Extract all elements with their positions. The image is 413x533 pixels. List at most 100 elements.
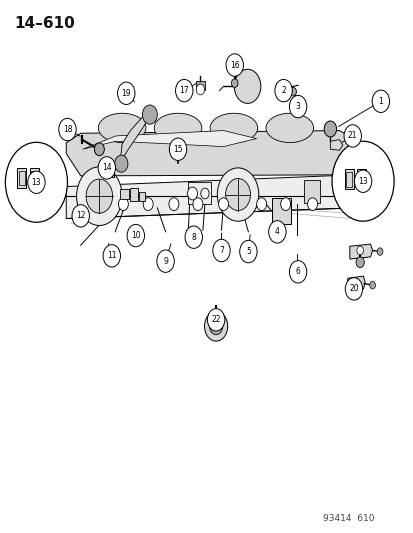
Circle shape bbox=[256, 198, 266, 211]
Bar bbox=[31, 171, 37, 185]
Text: 9: 9 bbox=[163, 257, 168, 265]
Text: 13: 13 bbox=[357, 177, 367, 185]
Circle shape bbox=[239, 240, 256, 263]
Text: 16: 16 bbox=[229, 61, 239, 69]
Bar bbox=[17, 168, 26, 188]
Circle shape bbox=[331, 141, 393, 221]
Text: 14: 14 bbox=[102, 164, 112, 172]
Circle shape bbox=[196, 84, 204, 95]
Circle shape bbox=[72, 205, 89, 227]
Circle shape bbox=[142, 105, 157, 124]
Circle shape bbox=[344, 278, 362, 300]
Bar bbox=[356, 169, 365, 189]
Polygon shape bbox=[330, 140, 342, 150]
Circle shape bbox=[98, 157, 115, 179]
Ellipse shape bbox=[209, 114, 257, 143]
Circle shape bbox=[127, 224, 144, 247]
Circle shape bbox=[209, 318, 222, 335]
Circle shape bbox=[323, 121, 336, 137]
Ellipse shape bbox=[154, 114, 202, 143]
Circle shape bbox=[185, 226, 202, 248]
Polygon shape bbox=[349, 244, 372, 259]
Circle shape bbox=[268, 221, 285, 243]
Polygon shape bbox=[83, 131, 256, 149]
Bar bbox=[30, 168, 38, 188]
Circle shape bbox=[114, 155, 128, 172]
Circle shape bbox=[94, 143, 104, 156]
Circle shape bbox=[355, 257, 363, 268]
Circle shape bbox=[157, 250, 174, 272]
Bar bbox=[345, 172, 351, 187]
Polygon shape bbox=[195, 81, 205, 90]
Bar bbox=[130, 188, 138, 201]
Bar bbox=[344, 169, 353, 189]
Circle shape bbox=[289, 87, 296, 96]
Text: 17: 17 bbox=[179, 86, 189, 95]
Bar bbox=[19, 171, 25, 185]
Circle shape bbox=[369, 281, 375, 289]
Circle shape bbox=[118, 198, 128, 211]
Polygon shape bbox=[347, 276, 364, 290]
Circle shape bbox=[274, 79, 292, 102]
Circle shape bbox=[356, 246, 363, 255]
Text: 20: 20 bbox=[348, 285, 358, 293]
Circle shape bbox=[174, 146, 181, 155]
Polygon shape bbox=[66, 131, 353, 176]
Circle shape bbox=[212, 239, 230, 262]
Text: 3: 3 bbox=[295, 102, 300, 111]
Ellipse shape bbox=[98, 114, 145, 143]
Circle shape bbox=[218, 198, 228, 211]
Text: 10: 10 bbox=[131, 231, 140, 240]
Text: 15: 15 bbox=[173, 145, 183, 154]
Circle shape bbox=[143, 198, 153, 211]
Circle shape bbox=[169, 198, 178, 211]
Circle shape bbox=[307, 198, 317, 211]
Circle shape bbox=[289, 95, 306, 118]
Text: 18: 18 bbox=[63, 125, 72, 134]
Text: 7: 7 bbox=[218, 246, 223, 255]
Circle shape bbox=[103, 245, 120, 267]
Text: 14–610: 14–610 bbox=[14, 16, 75, 31]
Text: 93414  610: 93414 610 bbox=[322, 514, 373, 523]
Circle shape bbox=[354, 170, 371, 192]
Circle shape bbox=[86, 179, 112, 213]
Circle shape bbox=[169, 138, 186, 160]
Ellipse shape bbox=[265, 114, 313, 143]
Text: 4: 4 bbox=[274, 228, 279, 236]
Polygon shape bbox=[66, 175, 353, 219]
Circle shape bbox=[289, 261, 306, 283]
Bar bbox=[138, 192, 145, 201]
Circle shape bbox=[231, 79, 237, 87]
Circle shape bbox=[217, 168, 258, 221]
Circle shape bbox=[204, 311, 227, 341]
Circle shape bbox=[280, 198, 290, 211]
Circle shape bbox=[117, 82, 135, 104]
Circle shape bbox=[351, 289, 359, 300]
Text: 13: 13 bbox=[31, 178, 41, 187]
Circle shape bbox=[225, 54, 243, 76]
Bar bbox=[102, 166, 114, 177]
Bar bbox=[304, 180, 319, 203]
Text: 2: 2 bbox=[280, 86, 285, 95]
Text: 8: 8 bbox=[191, 233, 196, 241]
Text: 5: 5 bbox=[245, 247, 250, 256]
Circle shape bbox=[175, 79, 192, 102]
Bar bbox=[272, 198, 290, 224]
Circle shape bbox=[207, 309, 224, 331]
Text: 6: 6 bbox=[295, 268, 300, 276]
Circle shape bbox=[28, 171, 45, 193]
Circle shape bbox=[187, 187, 197, 200]
Bar bbox=[120, 189, 129, 199]
Circle shape bbox=[343, 125, 361, 147]
Circle shape bbox=[192, 198, 202, 211]
Circle shape bbox=[200, 188, 209, 199]
Text: 19: 19 bbox=[121, 89, 131, 98]
Text: 12: 12 bbox=[76, 212, 85, 220]
Bar bbox=[357, 172, 363, 187]
Circle shape bbox=[234, 69, 260, 103]
Text: 11: 11 bbox=[107, 252, 116, 260]
Circle shape bbox=[59, 118, 76, 141]
Text: 21: 21 bbox=[347, 132, 356, 140]
Text: 22: 22 bbox=[211, 316, 220, 324]
Circle shape bbox=[5, 142, 67, 222]
